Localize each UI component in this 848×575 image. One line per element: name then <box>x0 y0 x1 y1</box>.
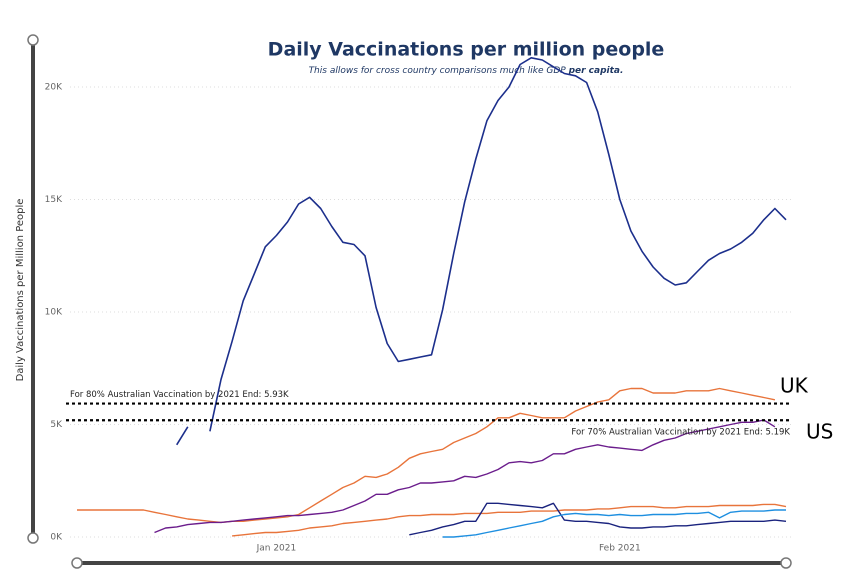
resize-handle[interactable] <box>71 557 83 569</box>
resize-handle[interactable] <box>27 34 39 46</box>
series-line <box>176 57 787 446</box>
annotation: US <box>806 420 833 444</box>
series-line <box>409 502 787 536</box>
chart-title: Daily Vaccinations per million people <box>268 39 665 61</box>
series-line <box>232 503 787 537</box>
y-axis-title: Daily Vaccinations per Million People <box>15 199 26 382</box>
series-line <box>442 509 786 538</box>
subtitle-text: This allows for cross country comparison… <box>309 66 567 76</box>
y-tick-label: 20K <box>45 83 63 93</box>
reference-label: For 80% Australian Vaccination by 2021 E… <box>70 390 289 400</box>
x-tick-label: Feb 2021 <box>599 544 641 554</box>
y-tick-label: 15K <box>45 195 63 205</box>
y-tick-label: 10K <box>45 308 63 318</box>
reference-label: For 70% Australian Vaccination by 2021 E… <box>571 428 790 438</box>
y-tick-label: 0K <box>50 533 63 543</box>
annotation: UK <box>780 374 809 398</box>
series-line <box>154 419 776 534</box>
x-tick-label: Jan 2021 <box>256 544 297 554</box>
resize-handle[interactable] <box>780 557 792 569</box>
y-tick-label: 5K <box>50 420 63 430</box>
chart-subtitle: This allows for cross country comparison… <box>309 66 624 76</box>
resize-handle[interactable] <box>27 532 39 544</box>
subtitle-emphasis: per capita. <box>568 66 624 76</box>
series-line <box>77 387 776 524</box>
